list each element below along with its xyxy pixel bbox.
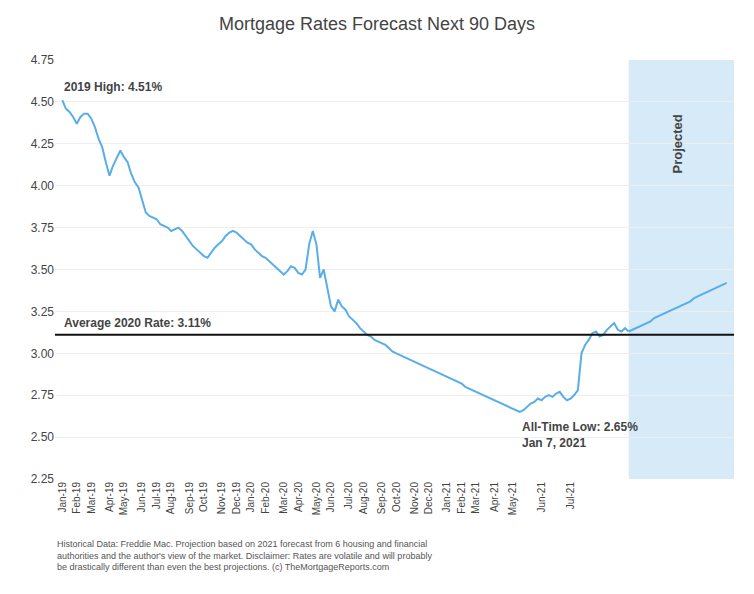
svg-text:Jul-21: Jul-21	[565, 482, 576, 510]
svg-text:Nov-19: Nov-19	[216, 482, 227, 515]
svg-text:Jun-21: Jun-21	[536, 482, 547, 513]
svg-text:Mar-20: Mar-20	[278, 482, 289, 514]
svg-text:Mar-19: Mar-19	[86, 482, 97, 514]
svg-text:2.75: 2.75	[31, 388, 55, 402]
svg-text:Jan-19: Jan-19	[57, 482, 68, 513]
svg-text:3.25: 3.25	[31, 305, 55, 319]
svg-text:Mar-21: Mar-21	[470, 482, 481, 514]
svg-text:3.75: 3.75	[31, 221, 55, 235]
svg-text:Nov-20: Nov-20	[409, 482, 420, 515]
svg-text:Jul-19: Jul-19	[151, 482, 162, 510]
svg-text:Oct-19: Oct-19	[198, 482, 209, 512]
svg-text:Jun-19: Jun-19	[136, 482, 147, 513]
svg-text:Oct-20: Oct-20	[391, 482, 402, 512]
svg-text:Dec-19: Dec-19	[231, 482, 242, 515]
svg-text:Feb-21: Feb-21	[456, 482, 467, 514]
svg-text:May-19: May-19	[118, 482, 129, 516]
svg-text:Sep-20: Sep-20	[376, 482, 387, 515]
svg-text:Historical Data: Freddie Mac.: Historical Data: Freddie Mac. Projection…	[57, 539, 432, 572]
svg-text:Jan-20: Jan-20	[245, 482, 256, 513]
svg-text:Apr-20: Apr-20	[293, 482, 304, 512]
svg-text:Jun-20: Jun-20	[325, 482, 336, 513]
svg-text:2.50: 2.50	[31, 430, 55, 444]
svg-text:Aug-20: Aug-20	[358, 482, 369, 515]
svg-text:4.75: 4.75	[31, 53, 55, 67]
svg-text:Average 2020 Rate: 3.11%: Average 2020 Rate: 3.11%	[64, 316, 211, 330]
svg-text:2019 High: 4.51%: 2019 High: 4.51%	[64, 80, 162, 94]
svg-text:Feb-20: Feb-20	[260, 482, 271, 514]
svg-text:May-20: May-20	[311, 482, 322, 516]
svg-text:Aug-19: Aug-19	[165, 482, 176, 515]
svg-text:Apr-21: Apr-21	[489, 482, 500, 512]
svg-text:All-Time Low: 2.65%Jan 7, 2021: All-Time Low: 2.65%Jan 7, 2021	[522, 420, 638, 450]
svg-text:Jul-20: Jul-20	[343, 482, 354, 510]
svg-text:Projected: Projected	[670, 114, 685, 173]
svg-text:Mortgage Rates Forecast Next 9: Mortgage Rates Forecast Next 90 Days	[219, 14, 535, 34]
svg-text:3.50: 3.50	[31, 263, 55, 277]
svg-text:4.50: 4.50	[31, 95, 55, 109]
svg-text:3.00: 3.00	[31, 347, 55, 361]
svg-text:4.25: 4.25	[31, 137, 55, 151]
svg-text:Feb-19: Feb-19	[71, 482, 82, 514]
svg-text:Apr-19: Apr-19	[104, 482, 115, 512]
svg-text:Jan-21: Jan-21	[441, 482, 452, 513]
svg-text:2.25: 2.25	[31, 472, 55, 486]
svg-text:4.00: 4.00	[31, 179, 55, 193]
svg-text:May-21: May-21	[507, 482, 518, 516]
svg-text:Dec-20: Dec-20	[423, 482, 434, 515]
svg-text:Sep-19: Sep-19	[184, 482, 195, 515]
